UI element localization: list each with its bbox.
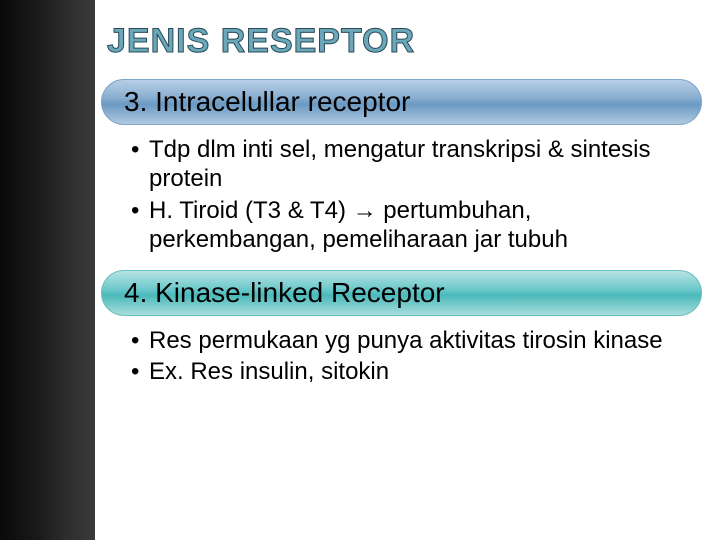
- dark-sidebar: [0, 0, 95, 540]
- bullet-list-4: Res permukaan yg punya aktivitas tirosin…: [101, 320, 702, 403]
- bullet-list-3: Tdp dlm inti sel, mengatur transkripsi &…: [101, 129, 702, 270]
- slide-title: JENIS RESEPTOR: [107, 22, 702, 61]
- list-item: H. Tiroid (T3 & T4) → pertumbuhan, perke…: [131, 196, 692, 255]
- section-heading-4: 4. Kinase-linked Receptor: [101, 270, 702, 316]
- list-item: Ex. Res insulin, sitokin: [131, 357, 692, 386]
- section-heading-3: 3. Intracelullar receptor: [101, 79, 702, 125]
- list-item: Res permukaan yg punya aktivitas tirosin…: [131, 326, 692, 355]
- list-item: Tdp dlm inti sel, mengatur transkripsi &…: [131, 135, 692, 194]
- slide-content: JENIS RESEPTOR 3. Intracelullar receptor…: [95, 0, 720, 540]
